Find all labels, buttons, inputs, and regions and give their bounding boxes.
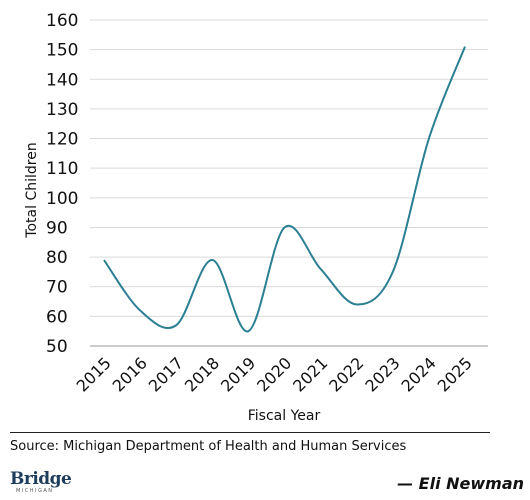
y-tick-label: 60 [46,307,68,327]
author-credit: — Eli Newman [397,474,524,493]
x-tick-label: 2018 [181,353,223,395]
source-divider [10,432,490,433]
x-tick-label: 2025 [434,353,476,395]
y-tick-label: 150 [46,41,78,61]
logo-wordmark: Bridge [10,469,72,489]
y-tick-label: 160 [46,11,78,31]
x-tick-label: 2024 [398,353,440,395]
gridlines [90,19,488,347]
x-tick-label: 2016 [109,353,151,395]
y-tick-label: 50 [46,337,68,357]
logo-subtitle: MICHIGAN [16,488,54,494]
source-note: Source: Michigan Department of Health an… [10,439,407,454]
y-tick-label: 110 [46,159,78,179]
y-tick-label: 120 [46,130,78,150]
x-tick-label: 2023 [361,353,403,395]
y-tick-label: 80 [46,248,68,268]
x-tick-labels: 2015201620172018201920202021202220232024… [73,353,476,395]
series-line [103,46,466,333]
x-axis-label: Fiscal Year [248,408,321,424]
y-tick-label: 70 [46,278,68,298]
x-tick-label: 2022 [325,353,367,395]
y-tick-labels: 50 60 70 80 90 100 110 120 130 140 150 160 [46,11,78,357]
x-tick-label: 2017 [145,353,187,395]
y-tick-label: 140 [46,70,78,90]
y-tick-label: 100 [46,189,78,209]
y-tick-label: 90 [46,218,68,238]
x-tick-label: 2019 [217,353,259,395]
line-chart: 50 60 70 80 90 100 110 120 130 140 150 160 20152016… [24,11,488,424]
x-tick-label: 2015 [73,353,115,395]
y-axis-label: Total Children [24,142,40,238]
y-tick-label: 130 [46,100,78,120]
x-tick-label: 2020 [253,353,295,395]
x-tick-label: 2021 [289,353,331,395]
bridge-logo: Bridge MICHIGAN [10,471,76,497]
